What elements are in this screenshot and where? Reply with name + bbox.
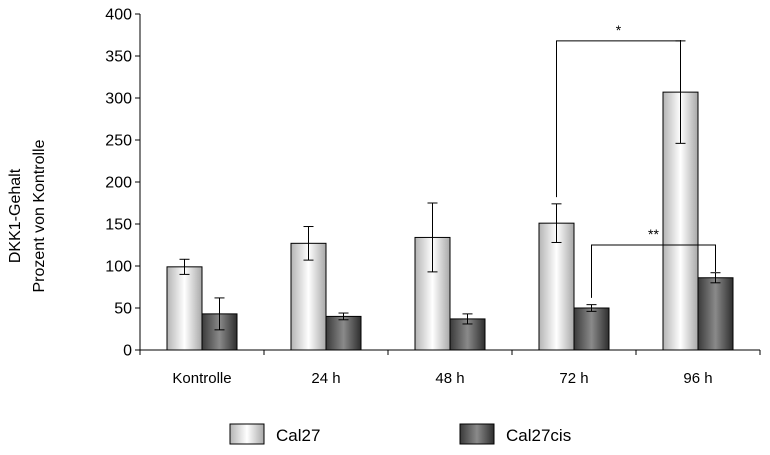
bar-cal27cis-4 bbox=[697, 277, 734, 351]
y-tick-label: 300 bbox=[105, 91, 132, 108]
y-tick-label: 250 bbox=[105, 133, 132, 150]
legend: Cal27 Cal27cis bbox=[229, 423, 571, 445]
y-tick-label: 200 bbox=[105, 175, 132, 192]
bar-cal27cis-3 bbox=[573, 307, 610, 351]
significance-bracket-0 bbox=[556, 40, 681, 198]
error-bars bbox=[179, 40, 721, 331]
bar-cal27-3 bbox=[538, 222, 575, 351]
axes: 0 50 100 150 200 250 300 350 400 Kontrolle 24 h 48 … bbox=[105, 7, 761, 387]
bar-cal27-0 bbox=[166, 266, 203, 351]
significance-label-0: * bbox=[616, 22, 622, 38]
bar-cal27-4 bbox=[662, 91, 699, 351]
legend-swatch-cal27 bbox=[229, 423, 265, 445]
y-tick-label: 400 bbox=[105, 7, 132, 24]
bar-cal27cis-1 bbox=[325, 315, 362, 351]
x-tick-label: Kontrolle bbox=[172, 370, 231, 387]
x-tick-label: 48 h bbox=[435, 370, 464, 387]
significance-label-1: ** bbox=[648, 226, 659, 242]
y-tick-label: 100 bbox=[105, 259, 132, 276]
y-tick-label: 150 bbox=[105, 217, 132, 234]
bar-cal27-1 bbox=[290, 242, 327, 351]
y-axis-title: DKK1-Gehalt Prozent von Kontrolle bbox=[7, 139, 48, 292]
legend-swatch-cal27cis bbox=[459, 423, 495, 445]
x-tick-label: 96 h bbox=[683, 370, 712, 387]
legend-label-cal27cis: Cal27cis bbox=[506, 426, 571, 445]
y-axis-label-line1: DKK1-Gehalt bbox=[7, 168, 24, 263]
y-axis-label-line2: Prozent von Kontrolle bbox=[31, 139, 48, 292]
y-tick-label: 50 bbox=[114, 301, 132, 318]
x-tick-label: 72 h bbox=[559, 370, 588, 387]
x-tick-label: 24 h bbox=[311, 370, 340, 387]
significance-brackets: *** bbox=[556, 22, 716, 298]
bars bbox=[166, 91, 734, 351]
y-tick-label: 350 bbox=[105, 49, 132, 66]
legend-label-cal27: Cal27 bbox=[276, 426, 320, 445]
y-tick-label: 0 bbox=[123, 343, 132, 360]
significance-bracket-1 bbox=[591, 244, 716, 298]
